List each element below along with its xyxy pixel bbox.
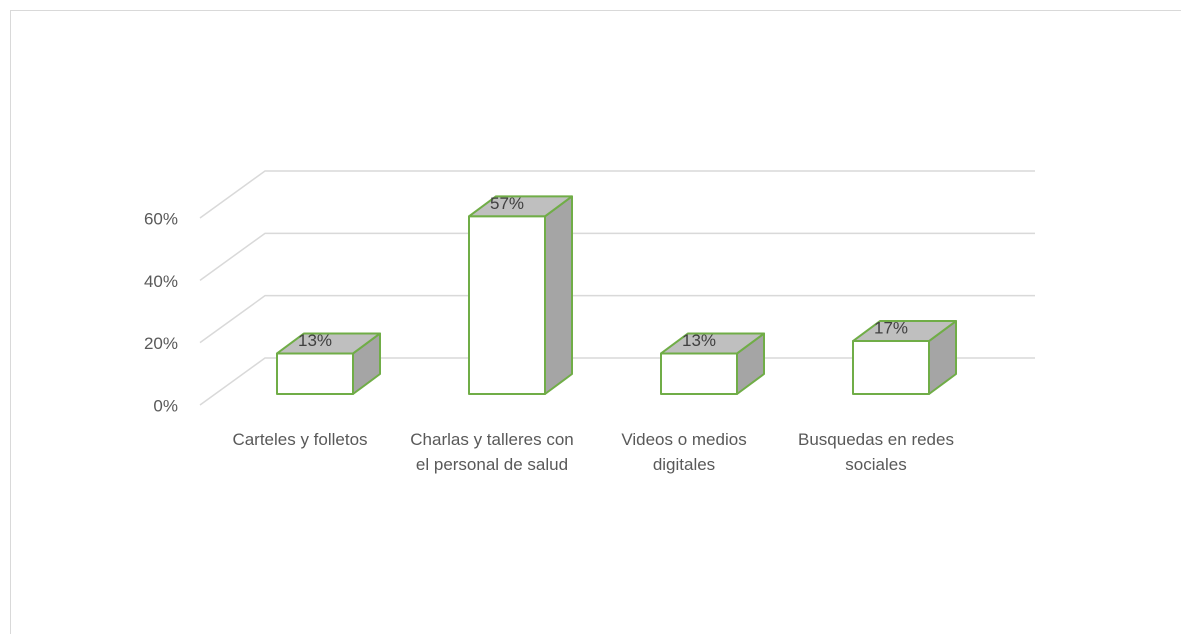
grid-line xyxy=(199,170,1035,219)
grid-line xyxy=(199,294,1035,344)
chart-border xyxy=(10,10,1181,634)
x-tick-label: Carteles y folletos xyxy=(232,430,368,449)
x-tick-label: Videos o medios digitales xyxy=(621,430,747,474)
bar-front xyxy=(852,340,930,395)
bar xyxy=(852,320,957,395)
bar xyxy=(276,332,381,395)
grid-line xyxy=(199,232,1035,281)
value-label: 17% xyxy=(874,319,908,338)
value-label: 13% xyxy=(682,331,716,350)
y-tick-label: 0% xyxy=(153,396,178,415)
bar xyxy=(660,332,765,395)
x-tick-label: Charlas y talleres con el personal de sa… xyxy=(410,430,574,474)
bar-front xyxy=(276,352,354,395)
y-tick-label: 60% xyxy=(144,209,178,228)
grid-line xyxy=(199,357,1035,406)
bar-side xyxy=(544,195,573,395)
x-tick-label: Busquedas en redes sociales xyxy=(798,430,954,474)
bar-front xyxy=(660,352,738,395)
bar-front xyxy=(468,215,546,395)
y-tick-label: 40% xyxy=(144,272,178,291)
bar xyxy=(468,195,573,395)
y-tick-label: 20% xyxy=(144,334,178,353)
value-label: 57% xyxy=(490,194,524,213)
value-label: 13% xyxy=(298,331,332,350)
